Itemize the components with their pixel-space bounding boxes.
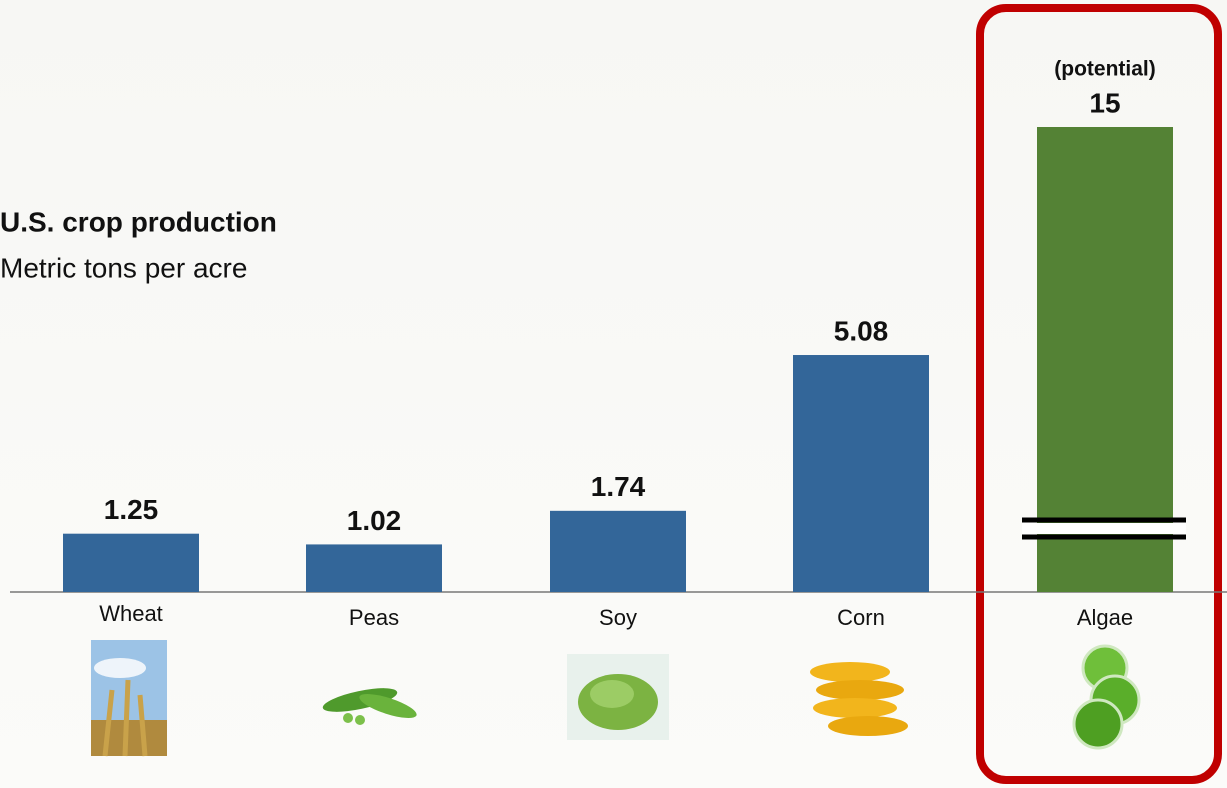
value-label: 1.02 [347, 505, 402, 536]
bar [793, 355, 929, 592]
chart: U.S. crop production Metric tons per acr… [0, 0, 1227, 788]
chart-title: U.S. crop production [0, 206, 277, 237]
value-label: 5.08 [834, 315, 889, 346]
chart-subtitle: Metric tons per acre [0, 252, 247, 283]
x-tick-label: Corn [837, 605, 885, 630]
soy-icon [567, 654, 669, 740]
value-label: 15 [1089, 87, 1120, 118]
annotation: (potential) [1054, 58, 1155, 81]
value-label: 1.74 [591, 471, 646, 502]
bar [550, 511, 686, 592]
page: U.S. crop production Metric tons per acr… [0, 0, 1227, 788]
wheat-icon [91, 640, 167, 756]
bar [63, 534, 199, 592]
x-tick-label: Soy [599, 605, 637, 630]
x-tick-label: Wheat [99, 601, 163, 626]
value-label: 1.25 [104, 494, 159, 525]
bar [306, 544, 442, 592]
x-tick-label: Algae [1077, 605, 1133, 630]
x-tick-label: Peas [349, 605, 399, 630]
axis-break-gap [1022, 523, 1186, 534]
